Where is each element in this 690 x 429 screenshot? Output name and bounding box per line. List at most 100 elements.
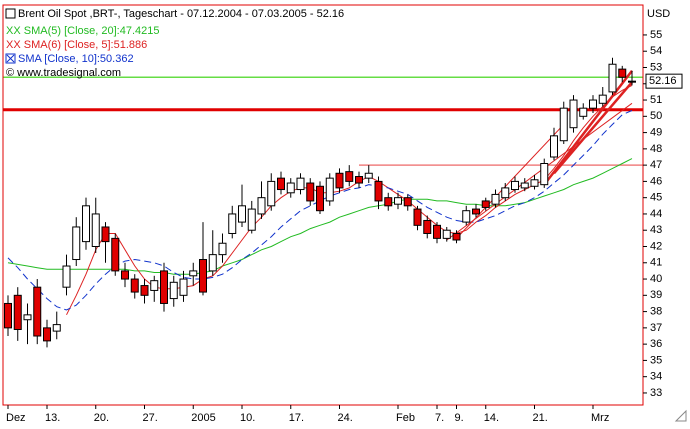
y-tick-label: 40 — [650, 273, 662, 285]
plot-area — [3, 57, 643, 348]
candle-body — [481, 200, 490, 208]
candle-body — [608, 63, 617, 93]
candle-body — [423, 219, 432, 234]
y-tick-label: 43 — [650, 224, 662, 236]
x-tick-label: Dez — [6, 412, 26, 424]
chart-title: Brent Oil Spot ,BRT-, Tageschart - 07.12… — [18, 8, 344, 20]
y-tick-label: 35 — [650, 354, 662, 366]
candle-body — [569, 99, 578, 129]
candle-body — [335, 172, 344, 189]
candle-body — [257, 197, 266, 215]
candle-body — [101, 226, 110, 243]
candle-body — [238, 205, 246, 223]
candle-body — [374, 180, 383, 202]
x-tick-label: 24. — [338, 412, 353, 424]
y-tick-label: 33 — [650, 387, 662, 399]
candle-body — [559, 107, 568, 142]
candle-body — [4, 302, 12, 329]
credit: © www.tradesignal.com — [6, 67, 121, 79]
x-tick-label: 14. — [484, 412, 499, 424]
y-tick-label: 45 — [650, 192, 662, 204]
y-tick-label: 42 — [650, 240, 662, 252]
candle-body — [228, 213, 237, 234]
candle-body — [189, 270, 198, 277]
candle-body — [111, 237, 120, 272]
candle-body — [394, 197, 402, 205]
y-tick-label: 46 — [650, 175, 662, 187]
trend-line — [553, 81, 633, 175]
y-tick-label: 34 — [650, 371, 662, 383]
price-tag-label: 52.16 — [649, 75, 677, 87]
x-tick-label: 2005 — [191, 412, 215, 424]
title-icon — [5, 8, 16, 19]
y-tick-label: 51 — [650, 94, 662, 106]
candle-body — [91, 213, 100, 247]
candle-body — [130, 278, 139, 293]
candle-body — [23, 314, 32, 321]
candle-body — [286, 182, 295, 194]
candle-body — [355, 176, 363, 184]
candle-body — [82, 205, 90, 243]
candle-body — [579, 107, 588, 117]
candle-body — [501, 187, 510, 199]
candle-body — [33, 286, 42, 337]
y-tick-label: 55 — [650, 29, 662, 41]
x-tick-label: 9. — [455, 412, 464, 424]
candle-body — [277, 177, 285, 191]
candle-body — [62, 265, 71, 288]
candle-body — [179, 278, 188, 296]
candle-body — [472, 208, 480, 215]
x-tick-label: Mrz — [591, 412, 609, 424]
candle-body — [550, 135, 558, 158]
legend: Brent Oil Spot ,BRT-, Tageschart - 07.12… — [5, 8, 344, 79]
y-tick-label: 38 — [650, 305, 662, 317]
candle-body — [540, 163, 549, 186]
candle-body — [345, 171, 354, 182]
candle-body — [140, 285, 149, 296]
candle-body — [433, 224, 441, 239]
y-unit: USD — [647, 8, 670, 20]
y-tick-label: 36 — [650, 338, 662, 350]
x-tick-label: 10. — [240, 412, 255, 424]
candle-body — [160, 270, 168, 304]
y-tick-label: 37 — [650, 322, 662, 334]
candle-body — [618, 68, 627, 78]
candle-body — [208, 254, 217, 272]
candle-body — [589, 99, 597, 109]
candle-body — [316, 185, 324, 212]
candle-body — [121, 270, 129, 280]
candle-body — [520, 182, 529, 189]
y-tick-label: 39 — [650, 289, 662, 301]
x-tick-label: Feb — [396, 412, 415, 424]
legend-label: XX SMA(5) [Close, 20]:47.4215 — [6, 25, 159, 37]
y-tick-label: 47 — [650, 159, 662, 171]
y-tick-label: 50 — [650, 110, 662, 122]
legend-icon — [5, 53, 16, 64]
legend-label: SMA [Close, 10]:50.362 — [18, 53, 134, 65]
candle-body — [306, 182, 315, 202]
candle-body — [296, 177, 305, 191]
legend-icon — [6, 54, 15, 63]
candle-body — [169, 281, 178, 300]
candle-body — [403, 197, 412, 207]
candle-body — [413, 208, 422, 226]
y-tick-label: 44 — [650, 208, 662, 220]
x-tick-label: 21. — [533, 412, 548, 424]
y-tick-label: 53 — [650, 61, 662, 73]
candle-body — [267, 180, 276, 207]
y-tick-label: 54 — [650, 45, 662, 57]
x-tick-label: 13. — [45, 412, 60, 424]
plot-border — [2, 4, 644, 406]
trend-line — [446, 102, 633, 241]
x-tick-label: 7. — [435, 412, 444, 424]
x-tick-label: 20. — [94, 412, 109, 424]
x-tick-label: 27. — [143, 412, 158, 424]
candle-body — [43, 327, 51, 342]
candle-body — [52, 324, 61, 332]
candle-body — [491, 193, 500, 205]
legend-label: XX SMA(6) [Close, 5]:51.886 — [6, 39, 147, 51]
candle-body — [628, 80, 636, 83]
candle-body — [384, 197, 393, 207]
candle-body — [442, 229, 451, 239]
